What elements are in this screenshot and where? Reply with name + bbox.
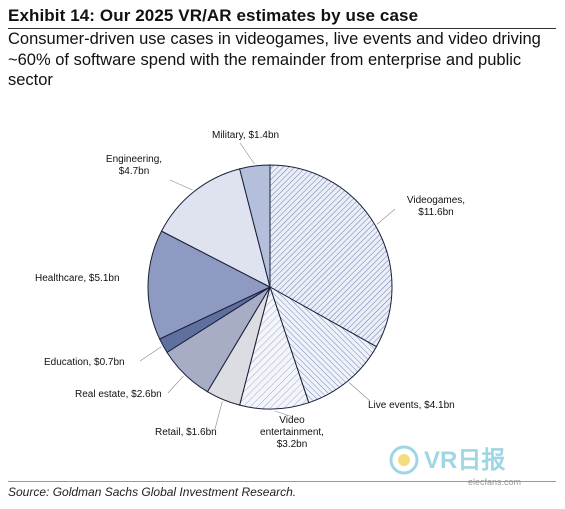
pie-slice [160, 168, 271, 288]
watermark-brand: VR日报 [424, 447, 505, 474]
slice-label: $11.6bn [418, 207, 453, 218]
slice-label: $3.2bn [277, 439, 308, 450]
pie-slice [269, 285, 378, 404]
leader-lines [139, 142, 396, 430]
slice-label: entertainment, [260, 427, 324, 438]
chart-title: Exhibit 14: Our 2025 VR/AR estimates by … [8, 6, 419, 25]
leader-line [214, 401, 223, 430]
leader-line [274, 410, 294, 418]
pie-slice [269, 164, 393, 348]
slice-label: $4.7bn [119, 166, 150, 177]
watermark-dot-icon [398, 454, 410, 466]
slice-label: Military, $1.4bn [212, 130, 279, 141]
slice-label: Retail, $1.6bn [155, 427, 217, 438]
slice-labels: Videogames,$11.6bn Live events, $4.1bn Vid… [35, 130, 465, 450]
watermark-ring-icon [389, 445, 419, 475]
slice-label: Real estate, $2.6bn [75, 389, 162, 400]
title-divider [8, 28, 556, 29]
watermark-site: elecfans.com [468, 477, 521, 487]
slice-label: Live events, $4.1bn [368, 400, 455, 411]
pie-slice [239, 164, 271, 288]
leader-line [239, 142, 255, 165]
slice-label: Healthcare, $5.1bn [35, 273, 120, 284]
pie-chart: Videogames,$11.6bn Live events, $4.1bn Vid… [35, 130, 465, 450]
leader-line [348, 382, 371, 402]
source-divider [8, 481, 556, 482]
pie-slices [147, 164, 393, 410]
leader-line [169, 179, 193, 191]
leader-line [167, 375, 184, 394]
slice-label: Videogames, [407, 195, 465, 206]
chart-subtitle: Consumer-driven use cases in videogames,… [8, 30, 541, 89]
pie-slice [147, 230, 272, 340]
leader-line [376, 208, 396, 225]
source-note: Source: Goldman Sachs Global Investment … [8, 485, 297, 499]
slice-label: Engineering, [106, 154, 162, 165]
watermark-logo: VR日报 elecfans.com [389, 445, 521, 487]
leader-line [139, 346, 162, 362]
slice-label: Education, $0.7bn [44, 357, 125, 368]
slice-label: Video [279, 415, 305, 426]
